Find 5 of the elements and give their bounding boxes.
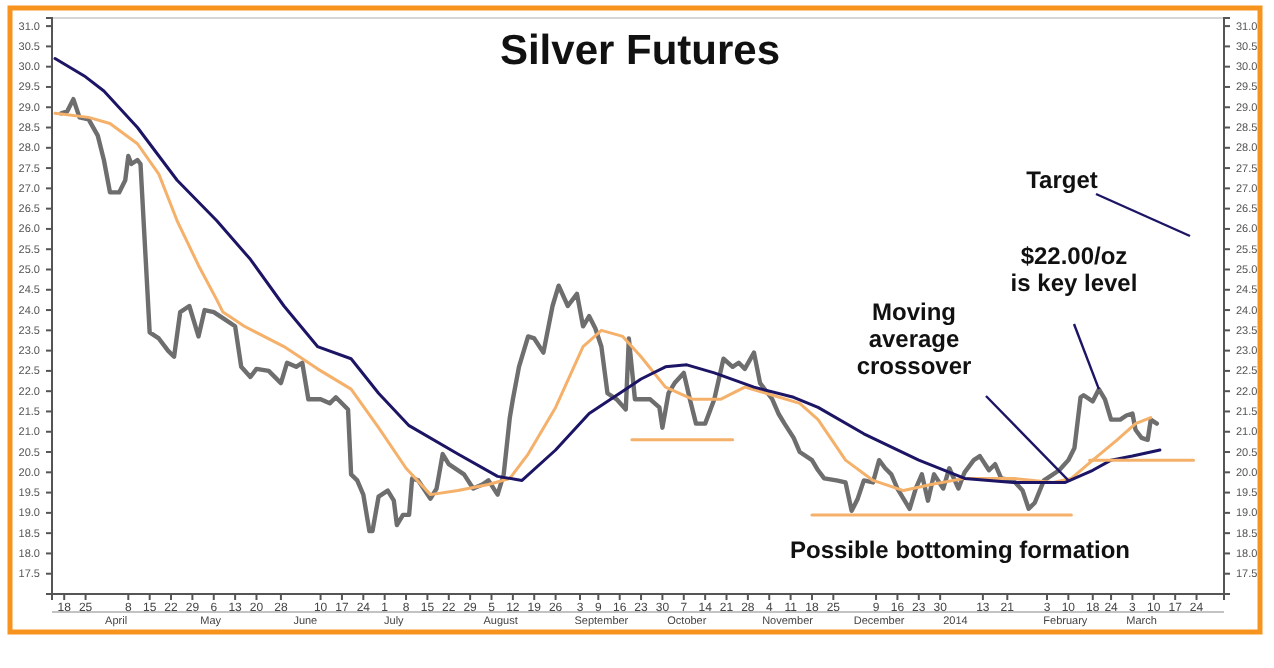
annotation: Moving average crossover <box>856 298 973 380</box>
annotation: Target <box>1026 166 1098 194</box>
chart-title: Silver Futures <box>499 28 781 74</box>
annotation: Possible bottoming formation <box>790 536 1130 564</box>
annotation: $22.00/oz is key level <box>1010 242 1138 297</box>
